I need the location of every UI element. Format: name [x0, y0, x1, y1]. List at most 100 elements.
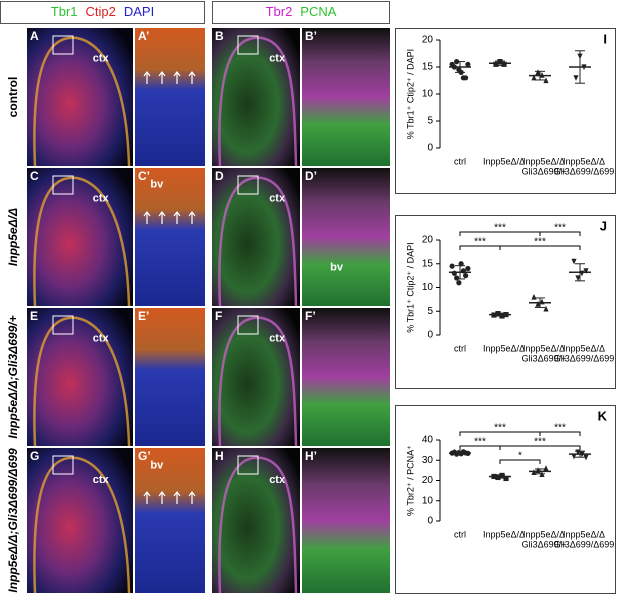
data-point	[465, 61, 471, 67]
significance-bracket	[539, 431, 581, 436]
data-point	[449, 263, 455, 269]
panel-label: D	[215, 169, 224, 183]
chart-title: I	[603, 31, 607, 46]
data-point	[543, 77, 549, 84]
arrow	[188, 491, 196, 504]
data-point	[499, 472, 505, 479]
row-label: Inpp5eΔ/Δ;Gli3Δ699/+	[6, 315, 20, 438]
data-point	[454, 275, 460, 281]
header-box	[0, 1, 205, 24]
y-tick-label: 15	[422, 62, 434, 73]
chart-title: K	[598, 408, 608, 423]
data-point	[539, 298, 545, 305]
panel-label: A	[30, 29, 39, 43]
significance-label: ***	[474, 237, 486, 248]
inset-box	[52, 175, 74, 195]
significance-label: ***	[474, 437, 486, 448]
data-point	[581, 64, 587, 71]
data-point	[451, 64, 457, 70]
significance-bracket	[539, 231, 581, 236]
y-tick-label: 0	[427, 330, 433, 341]
image-panel	[135, 308, 205, 446]
image-panel	[302, 308, 390, 446]
chart: J 0 5 10 15 20 % Tbr1⁺ Ctip2⁺ / DAPI ctrl Inpp5e…	[395, 215, 616, 389]
data-point	[463, 273, 469, 279]
panel-label: F’	[305, 309, 316, 323]
panel-note: bv	[150, 459, 164, 471]
y-tick-label: 40	[422, 435, 434, 446]
header-word: PCNA	[300, 4, 336, 19]
tissue-outline	[218, 456, 298, 594]
tissue-outline	[33, 36, 131, 167]
tissue-outline	[33, 316, 131, 447]
y-tick-label: 20	[422, 475, 434, 486]
image-panel	[212, 28, 300, 166]
panel-label: D’	[305, 169, 317, 183]
arrow	[173, 71, 181, 84]
x-tick-label: ctrl	[454, 156, 466, 166]
significance-bracket	[499, 459, 541, 464]
data-point	[499, 313, 505, 319]
x-tick-label: Gli3Δ699/+	[522, 166, 567, 176]
image-panel	[27, 448, 133, 593]
arrow	[158, 491, 166, 504]
y-tick-label: 5	[427, 116, 433, 127]
data-point	[458, 261, 464, 267]
image-panel	[212, 168, 300, 306]
x-tick-label: Gli3Δ699/+	[522, 353, 567, 363]
header-word: DAPI	[124, 4, 154, 19]
x-tick-label: Inpp5eΔ/Δ	[563, 343, 605, 353]
charts: I 0 5 10 15 20 % Tbr1⁺ Ctip2⁺ / DAPI ctrl Inpp5e…	[395, 28, 616, 594]
data-point	[535, 467, 541, 473]
chart-box	[395, 215, 616, 389]
significance-label: ***	[534, 437, 546, 448]
significance-label: *	[518, 451, 522, 462]
panel-label: A’	[138, 29, 149, 43]
panel-note: ctx	[269, 52, 286, 64]
x-tick-label: Inpp5eΔ/Δ	[523, 156, 565, 166]
header-text: Tbr2 PCNA	[266, 4, 337, 19]
y-tick-label: 20	[422, 235, 434, 246]
significance-bracket	[499, 245, 581, 250]
x-tick-label: Inpp5eΔ/Δ	[523, 343, 565, 353]
panel-note: ctx	[269, 192, 286, 204]
tissue-outline	[33, 176, 131, 307]
chart-title: J	[600, 218, 607, 233]
panel-label: E	[30, 309, 38, 323]
data-point	[493, 61, 499, 67]
image-panel	[212, 448, 300, 593]
arrow	[158, 71, 166, 84]
header-word: Ctip2	[86, 4, 116, 19]
panel-label: H	[215, 449, 224, 463]
data-point	[583, 454, 589, 461]
inset-box	[237, 455, 259, 475]
data-point	[495, 474, 501, 481]
image-panel	[27, 168, 133, 306]
header-word: Tbr2	[266, 4, 293, 19]
data-point	[571, 258, 577, 265]
row-label: Inpp5eΔ/Δ	[6, 208, 20, 266]
data-point	[456, 280, 462, 286]
image-panel	[212, 308, 300, 446]
panel-note: ctx	[93, 332, 110, 344]
y-tick-label: 15	[422, 258, 434, 269]
image-panel	[27, 28, 133, 166]
significance-label: ***	[554, 423, 566, 434]
image-panel	[135, 448, 205, 593]
chart-box	[395, 405, 616, 594]
x-tick-label: Inpp5eΔ/Δ	[523, 529, 565, 539]
panel-label: B	[215, 29, 224, 43]
panel-note: ctx	[93, 192, 110, 204]
arrow	[173, 491, 181, 504]
x-tick-label: Inpp5eΔ/Δ	[563, 529, 605, 539]
inset-box	[237, 315, 259, 335]
panel-note: ctx	[269, 332, 286, 344]
data-point	[573, 75, 579, 81]
data-point	[458, 69, 464, 75]
significance-label: ***	[494, 223, 506, 234]
tissue-outline	[33, 456, 131, 594]
arrow	[188, 71, 196, 84]
panel-label: C	[30, 169, 39, 183]
